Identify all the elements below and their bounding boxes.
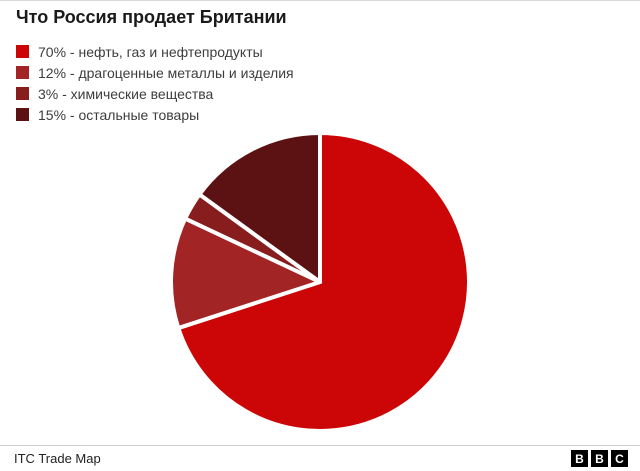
bbc-logo: B B C [571, 450, 628, 467]
page-title: Что Россия продает Британии [16, 7, 287, 27]
bbc-logo-letter: C [611, 450, 628, 467]
legend-swatch [16, 87, 29, 100]
pie-slice-1 [169, 216, 322, 331]
legend-label: 12% - драгоценные металлы и изделия [38, 64, 294, 81]
pie-slice-0 [176, 131, 471, 433]
legend-item: 15% - остальные товары [16, 104, 294, 125]
legend-label: 15% - остальные товары [38, 106, 200, 123]
bbc-logo-letter: B [591, 450, 608, 467]
legend-item: 3% - химические вещества [16, 83, 294, 104]
legend-label: 3% - химические вещества [38, 85, 214, 102]
legend-swatch [16, 108, 29, 121]
footer-divider [0, 445, 640, 446]
legend-item: 70% - нефть, газ и нефтепродукты [16, 41, 294, 62]
legend-swatch [16, 45, 29, 58]
pie-slice-3 [197, 131, 322, 284]
chart-legend: 70% - нефть, газ и нефтепродукты 12% - д… [16, 41, 294, 125]
legend-swatch [16, 66, 29, 79]
bbc-logo-letter: B [571, 450, 588, 467]
legend-label: 70% - нефть, газ и нефтепродукты [38, 43, 263, 60]
source-label: ITC Trade Map [14, 451, 101, 466]
legend-item: 12% - драгоценные металлы и изделия [16, 62, 294, 83]
